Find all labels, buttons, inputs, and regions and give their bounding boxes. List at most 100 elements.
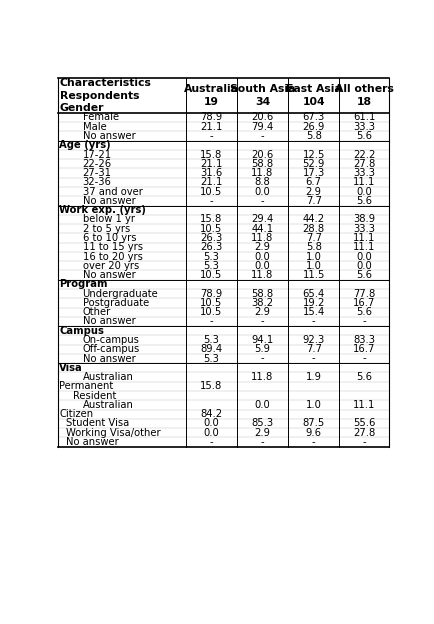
Text: Female: Female <box>82 112 118 122</box>
Text: 44.1: 44.1 <box>251 224 273 234</box>
Text: 6.7: 6.7 <box>306 177 322 187</box>
Text: 11.1: 11.1 <box>353 400 375 410</box>
Text: 5.3: 5.3 <box>203 261 219 271</box>
Text: below 1 yr: below 1 yr <box>82 215 135 225</box>
Text: 1.0: 1.0 <box>306 261 322 271</box>
Text: 0.0: 0.0 <box>255 251 270 261</box>
Text: No answer: No answer <box>82 196 135 206</box>
Text: Characteristics
Respondents
Gender: Characteristics Respondents Gender <box>60 78 152 113</box>
Text: No answer: No answer <box>82 354 135 364</box>
Text: 10.5: 10.5 <box>200 270 222 280</box>
Text: Off-campus: Off-campus <box>82 344 140 354</box>
Text: 20.6: 20.6 <box>251 150 273 160</box>
Text: 44.2: 44.2 <box>302 215 325 225</box>
Text: 10.5: 10.5 <box>200 307 222 317</box>
Text: 2.9: 2.9 <box>254 307 270 317</box>
Text: 92.3: 92.3 <box>302 335 325 345</box>
Text: 78.9: 78.9 <box>200 112 222 122</box>
Text: 0.0: 0.0 <box>255 261 270 271</box>
Text: Permanent: Permanent <box>59 381 114 391</box>
Text: 15.4: 15.4 <box>302 307 325 317</box>
Text: -: - <box>209 316 213 326</box>
Text: 21.1: 21.1 <box>200 159 222 169</box>
Text: Postgraduate: Postgraduate <box>82 298 149 308</box>
Text: 0.0: 0.0 <box>255 187 270 197</box>
Text: 17.3: 17.3 <box>302 168 325 178</box>
Text: 10.5: 10.5 <box>200 187 222 197</box>
Text: 21.1: 21.1 <box>200 122 222 132</box>
Text: -: - <box>261 437 264 447</box>
Text: On-campus: On-campus <box>82 335 139 345</box>
Text: Age (yrs): Age (yrs) <box>59 140 111 150</box>
Text: -: - <box>312 316 316 326</box>
Text: 33.3: 33.3 <box>353 224 375 234</box>
Text: 12.5: 12.5 <box>302 150 325 160</box>
Text: 5.9: 5.9 <box>254 344 270 354</box>
Text: No answer: No answer <box>82 131 135 141</box>
Text: -: - <box>362 316 366 326</box>
Text: 21.1: 21.1 <box>200 177 222 187</box>
Text: 10.5: 10.5 <box>200 298 222 308</box>
Text: 5.6: 5.6 <box>356 372 372 382</box>
Text: No answer: No answer <box>82 270 135 280</box>
Text: 19.2: 19.2 <box>302 298 325 308</box>
Text: 0.0: 0.0 <box>356 261 372 271</box>
Text: Undergraduate: Undergraduate <box>82 289 158 299</box>
Text: 58.8: 58.8 <box>251 159 273 169</box>
Text: -: - <box>261 196 264 206</box>
Text: Australia
19: Australia 19 <box>184 84 239 107</box>
Text: 33.3: 33.3 <box>353 168 375 178</box>
Text: 11.8: 11.8 <box>251 270 273 280</box>
Text: 89.4: 89.4 <box>200 344 222 354</box>
Text: 5.3: 5.3 <box>203 354 219 364</box>
Text: 17-21: 17-21 <box>82 150 112 160</box>
Text: -: - <box>362 437 366 447</box>
Text: 5.6: 5.6 <box>356 270 372 280</box>
Text: 27-31: 27-31 <box>82 168 112 178</box>
Text: 16 to 20 yrs: 16 to 20 yrs <box>82 251 142 261</box>
Text: 78.9: 78.9 <box>200 289 222 299</box>
Text: Male: Male <box>82 122 106 132</box>
Text: Work exp. (yrs): Work exp. (yrs) <box>59 205 146 215</box>
Text: 27.8: 27.8 <box>353 159 375 169</box>
Text: 84.2: 84.2 <box>200 409 222 419</box>
Text: 85.3: 85.3 <box>251 419 273 429</box>
Text: 55.6: 55.6 <box>353 419 375 429</box>
Text: -: - <box>312 354 316 364</box>
Text: Visa: Visa <box>59 363 83 373</box>
Text: 2.9: 2.9 <box>254 242 270 252</box>
Text: -: - <box>209 437 213 447</box>
Text: Working Visa/other: Working Visa/other <box>66 428 160 438</box>
Text: 31.6: 31.6 <box>200 168 222 178</box>
Text: 83.3: 83.3 <box>353 335 375 345</box>
Text: 16.7: 16.7 <box>353 344 375 354</box>
Text: 11.5: 11.5 <box>302 270 325 280</box>
Text: -: - <box>261 354 264 364</box>
Text: 37 and over: 37 and over <box>82 187 142 197</box>
Text: over 20 yrs: over 20 yrs <box>82 261 139 271</box>
Text: 5.6: 5.6 <box>356 196 372 206</box>
Text: -: - <box>261 316 264 326</box>
Text: 5.8: 5.8 <box>306 131 322 141</box>
Text: 26.3: 26.3 <box>200 242 222 252</box>
Text: Campus: Campus <box>59 326 104 336</box>
Text: 94.1: 94.1 <box>251 335 273 345</box>
Text: Other: Other <box>82 307 111 317</box>
Text: 26.9: 26.9 <box>302 122 325 132</box>
Text: 16.7: 16.7 <box>353 298 375 308</box>
Text: All others
18: All others 18 <box>335 84 394 107</box>
Text: 11.8: 11.8 <box>251 168 273 178</box>
Text: Program: Program <box>59 280 108 290</box>
Text: 10.5: 10.5 <box>200 224 222 234</box>
Text: -: - <box>209 131 213 141</box>
Text: -: - <box>312 437 316 447</box>
Text: -: - <box>261 131 264 141</box>
Text: 52.9: 52.9 <box>302 159 325 169</box>
Text: 2.9: 2.9 <box>306 187 322 197</box>
Text: 5.6: 5.6 <box>356 131 372 141</box>
Text: Student Visa: Student Visa <box>66 419 129 429</box>
Text: 1.0: 1.0 <box>306 251 322 261</box>
Text: 5.3: 5.3 <box>203 251 219 261</box>
Text: 11.1: 11.1 <box>353 242 375 252</box>
Text: 5.6: 5.6 <box>356 307 372 317</box>
